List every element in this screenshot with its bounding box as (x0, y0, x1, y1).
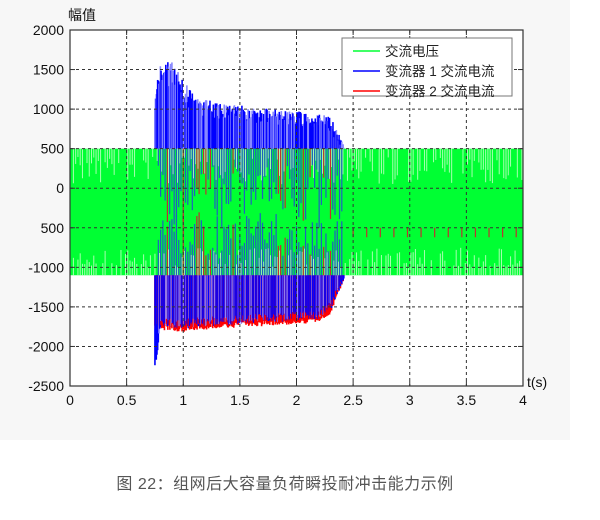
y-tick-label: -2500 (28, 378, 64, 394)
y-tick-label: 1000 (33, 101, 64, 117)
figure-caption: 图 22：组网后大容量负荷瞬投耐冲击能力示例 (116, 476, 454, 493)
y-tick-label: -2000 (28, 338, 64, 354)
x-tick-label: 0.5 (117, 392, 137, 408)
legend-label: 变流器 1 交流电流 (385, 63, 495, 79)
y-tick-label: 2000 (33, 22, 64, 38)
x-tick-label: 1.5 (230, 392, 250, 408)
plot-frame (69, 29, 524, 387)
y-tick-label: -1500 (28, 299, 64, 315)
legend-label: 交流电压 (385, 43, 439, 59)
legend-box (341, 37, 513, 97)
x-tick-label: 4 (519, 392, 527, 408)
y-tick-label: 1500 (33, 62, 64, 78)
x-tick-label: 1 (179, 392, 187, 408)
legend-label: 变流器 2 交流电流 (385, 83, 495, 99)
x-tick-label: 2 (293, 392, 301, 408)
y-tick-label: 500 (41, 141, 65, 157)
y-tick-label: 500 (41, 220, 65, 236)
x-tick-label: 0 (66, 392, 74, 408)
x-tick-label: 2.5 (343, 392, 363, 408)
y-axis-label: 幅值 (68, 7, 96, 23)
x-tick-label: 3.5 (457, 392, 477, 408)
x-axis-label: t(s) (527, 374, 547, 390)
y-tick-label: -1000 (28, 259, 64, 275)
y-tick-label: 0 (56, 180, 64, 196)
chart: 0 0.5 1 1.5 2 2.5 3 3.5 4 2000 1500 1000 500 0 500 -100… (28, 7, 547, 408)
x-tick-label: 3 (406, 392, 414, 408)
